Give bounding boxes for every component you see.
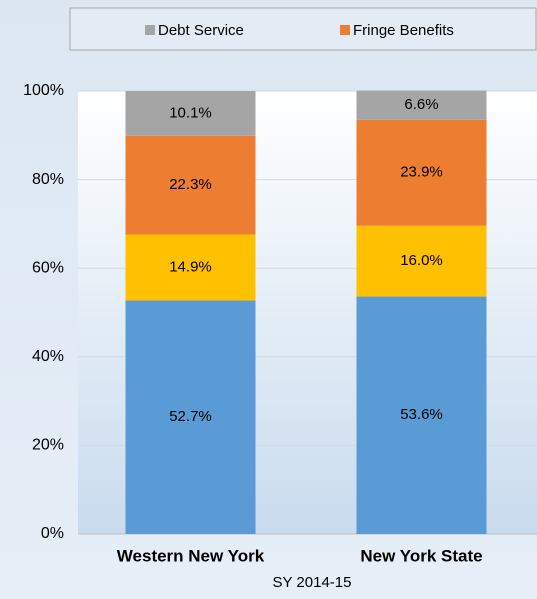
bar-segment	[125, 300, 256, 534]
legend-label: Fringe Benefits	[353, 22, 454, 39]
bar-segment	[356, 90, 487, 120]
legend-swatch	[145, 25, 155, 35]
data-label: 6.6%	[404, 96, 438, 113]
legend-box	[69, 7, 537, 51]
legend-swatch	[340, 25, 350, 35]
bar-segment	[125, 135, 256, 235]
y-tick-label: 100%	[23, 82, 64, 99]
data-label: 53.6%	[400, 406, 443, 423]
bar-segment	[125, 234, 256, 301]
y-tick-label: 60%	[32, 259, 64, 276]
legend-label: Debt Service	[158, 22, 244, 39]
x-tick-label: New York State	[360, 546, 482, 565]
data-label: 14.9%	[169, 259, 212, 276]
data-label: 52.7%	[169, 408, 212, 425]
data-label: 23.9%	[400, 164, 443, 181]
bar-segment	[125, 91, 256, 136]
bar-segment	[356, 296, 487, 534]
x-tick-label: Western New York	[117, 546, 265, 565]
data-label: 22.3%	[169, 176, 212, 193]
y-tick-label: 80%	[32, 171, 64, 188]
data-label: 10.1%	[169, 104, 212, 121]
y-tick-label: 40%	[32, 348, 64, 365]
bar-segment	[356, 119, 487, 226]
x-axis-label: SY 2014-15	[273, 574, 352, 591]
y-tick-label: 0%	[41, 525, 64, 542]
data-label: 16.0%	[400, 252, 443, 269]
bar-segment	[356, 225, 487, 297]
y-tick-label: 20%	[32, 437, 64, 454]
